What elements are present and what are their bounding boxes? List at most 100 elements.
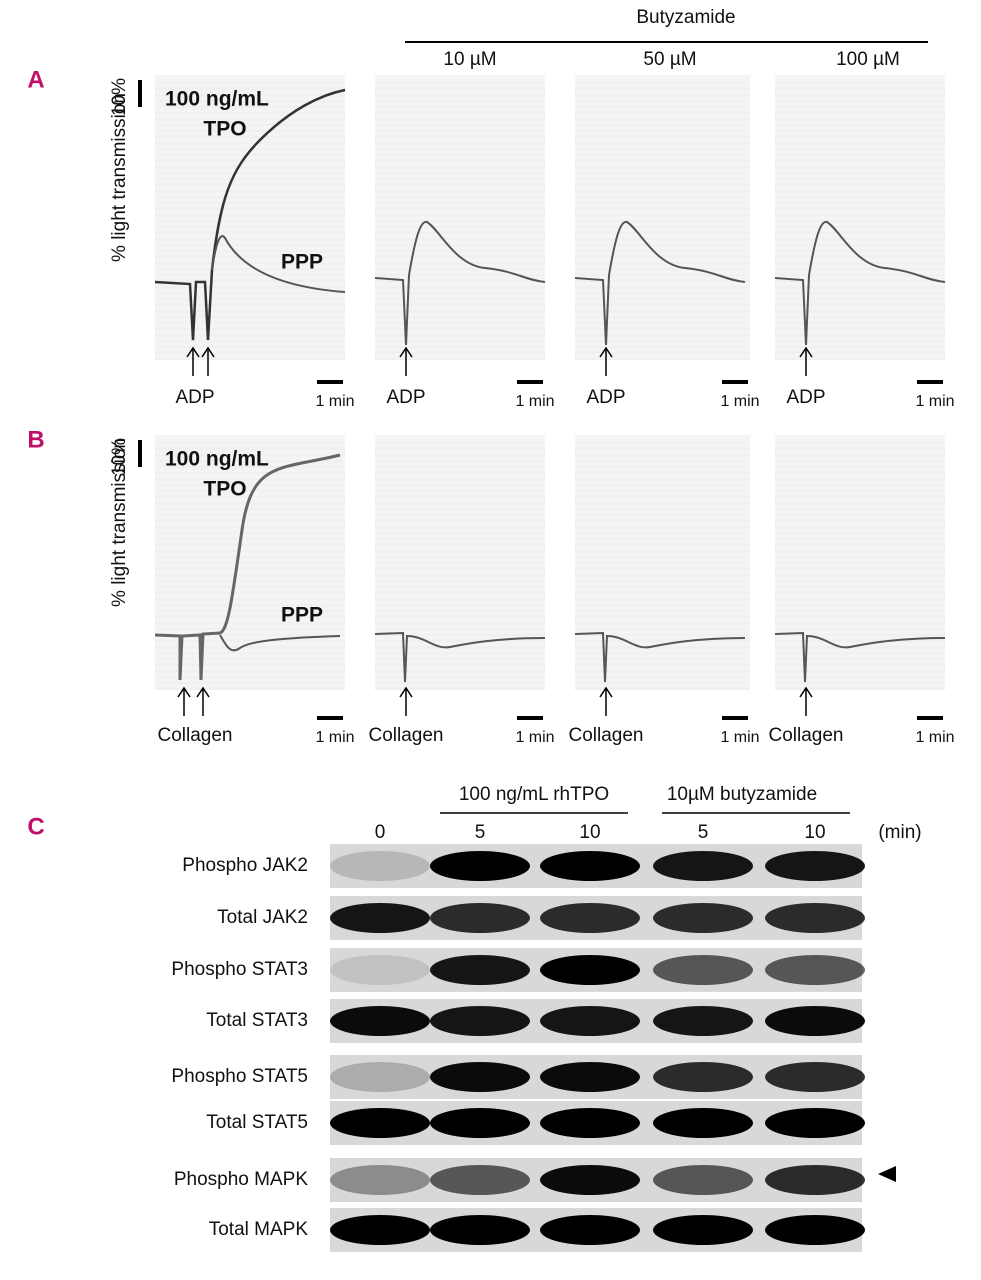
ppp-label: PPP: [281, 251, 323, 274]
band: [330, 1215, 430, 1245]
band: [540, 1108, 640, 1138]
band: [540, 1165, 640, 1195]
band: [430, 1108, 530, 1138]
trace: [374, 220, 546, 346]
trace: [774, 631, 946, 683]
agonist-label: Collagen: [369, 725, 444, 746]
group-label: 100 ng/mL rhTPO: [459, 784, 609, 805]
tpo-label: TPO: [203, 478, 246, 501]
compound-title: Butyzamide: [636, 7, 735, 28]
ppp-label: PPP: [281, 604, 323, 627]
agonist-label: ADP: [586, 387, 625, 408]
arrow-head: [799, 346, 813, 358]
scale-y-label: 10%: [109, 78, 130, 116]
band: [765, 1215, 865, 1245]
time-label: 5: [475, 822, 486, 843]
band: [653, 851, 753, 881]
band: [765, 955, 865, 985]
band: [430, 903, 530, 933]
trace: [774, 220, 946, 346]
band: [330, 1108, 430, 1138]
chart-paper: [155, 435, 345, 690]
band: [330, 903, 430, 933]
arrow-head: [599, 686, 613, 698]
chart-paper: [155, 75, 345, 360]
band: [765, 1165, 865, 1195]
arrow-head: [599, 346, 613, 358]
band: [653, 955, 753, 985]
band: [540, 955, 640, 985]
row-label: Phospho STAT3: [171, 959, 308, 980]
time-label: 10: [579, 822, 600, 843]
arrow-head: [399, 686, 413, 698]
band: [765, 1006, 865, 1036]
band: [330, 1165, 430, 1195]
time-label: 10: [804, 822, 825, 843]
concentration: 50 µM: [643, 49, 696, 70]
arrow-head: [177, 686, 191, 698]
panel-label: C: [27, 813, 44, 840]
agonist-label: Collagen: [769, 725, 844, 746]
arrow-head: [799, 686, 813, 698]
band: [765, 1108, 865, 1138]
band: [540, 903, 640, 933]
agonist-label: ADP: [786, 387, 825, 408]
band: [540, 1215, 640, 1245]
row-label: Total MAPK: [209, 1219, 309, 1240]
band: [765, 903, 865, 933]
scale-x-label: 1 min: [315, 393, 354, 410]
trace: [211, 235, 346, 293]
group-label: 10µM butyzamide: [667, 784, 817, 805]
agonist-label: ADP: [175, 387, 214, 408]
arrow-head: [201, 346, 215, 358]
y-axis-label: % light transmission: [109, 438, 130, 607]
dose-label: 100 ng/mL: [165, 448, 269, 471]
y-axis-label: % light transmission: [109, 93, 130, 262]
row-label: Total STAT5: [206, 1112, 308, 1133]
time-label: 0: [375, 822, 386, 843]
trace: [374, 631, 546, 683]
band: [330, 1062, 430, 1092]
band: [430, 1006, 530, 1036]
arrowhead-marker: [878, 1166, 896, 1182]
band: [430, 851, 530, 881]
concentration: 10 µM: [443, 49, 496, 70]
concentration: 100 µM: [836, 49, 900, 70]
agonist-label: ADP: [386, 387, 425, 408]
band: [765, 1062, 865, 1092]
band: [330, 955, 430, 985]
row-label: Total JAK2: [217, 907, 308, 928]
band: [430, 1062, 530, 1092]
band: [653, 1062, 753, 1092]
tpo-label: TPO: [203, 118, 246, 141]
band: [653, 1215, 753, 1245]
scale-y-label: 10%: [109, 438, 130, 476]
band: [330, 1006, 430, 1036]
scale-x-label: 1 min: [720, 729, 759, 746]
scale-x-label: 1 min: [515, 393, 554, 410]
band: [330, 851, 430, 881]
chart-paper: [775, 75, 945, 360]
arrow-head: [196, 686, 210, 698]
band: [653, 903, 753, 933]
arrow-head: [399, 346, 413, 358]
band: [653, 1165, 753, 1195]
band: [430, 1165, 530, 1195]
row-label: Phospho STAT5: [171, 1066, 308, 1087]
band: [540, 851, 640, 881]
scale-x-label: 1 min: [915, 393, 954, 410]
row-label: Total STAT3: [206, 1010, 308, 1031]
band: [430, 1215, 530, 1245]
scale-x-label: 1 min: [720, 393, 759, 410]
scale-x-label: 1 min: [915, 729, 954, 746]
agonist-label: Collagen: [569, 725, 644, 746]
panel-label: B: [27, 426, 44, 453]
scale-x-label: 1 min: [515, 729, 554, 746]
chart-paper: [375, 75, 545, 360]
row-label: Phospho JAK2: [182, 855, 308, 876]
time-label: 5: [698, 822, 709, 843]
arrow-head: [186, 346, 200, 358]
panel-label: A: [27, 66, 44, 93]
dose-label: 100 ng/mL: [165, 88, 269, 111]
